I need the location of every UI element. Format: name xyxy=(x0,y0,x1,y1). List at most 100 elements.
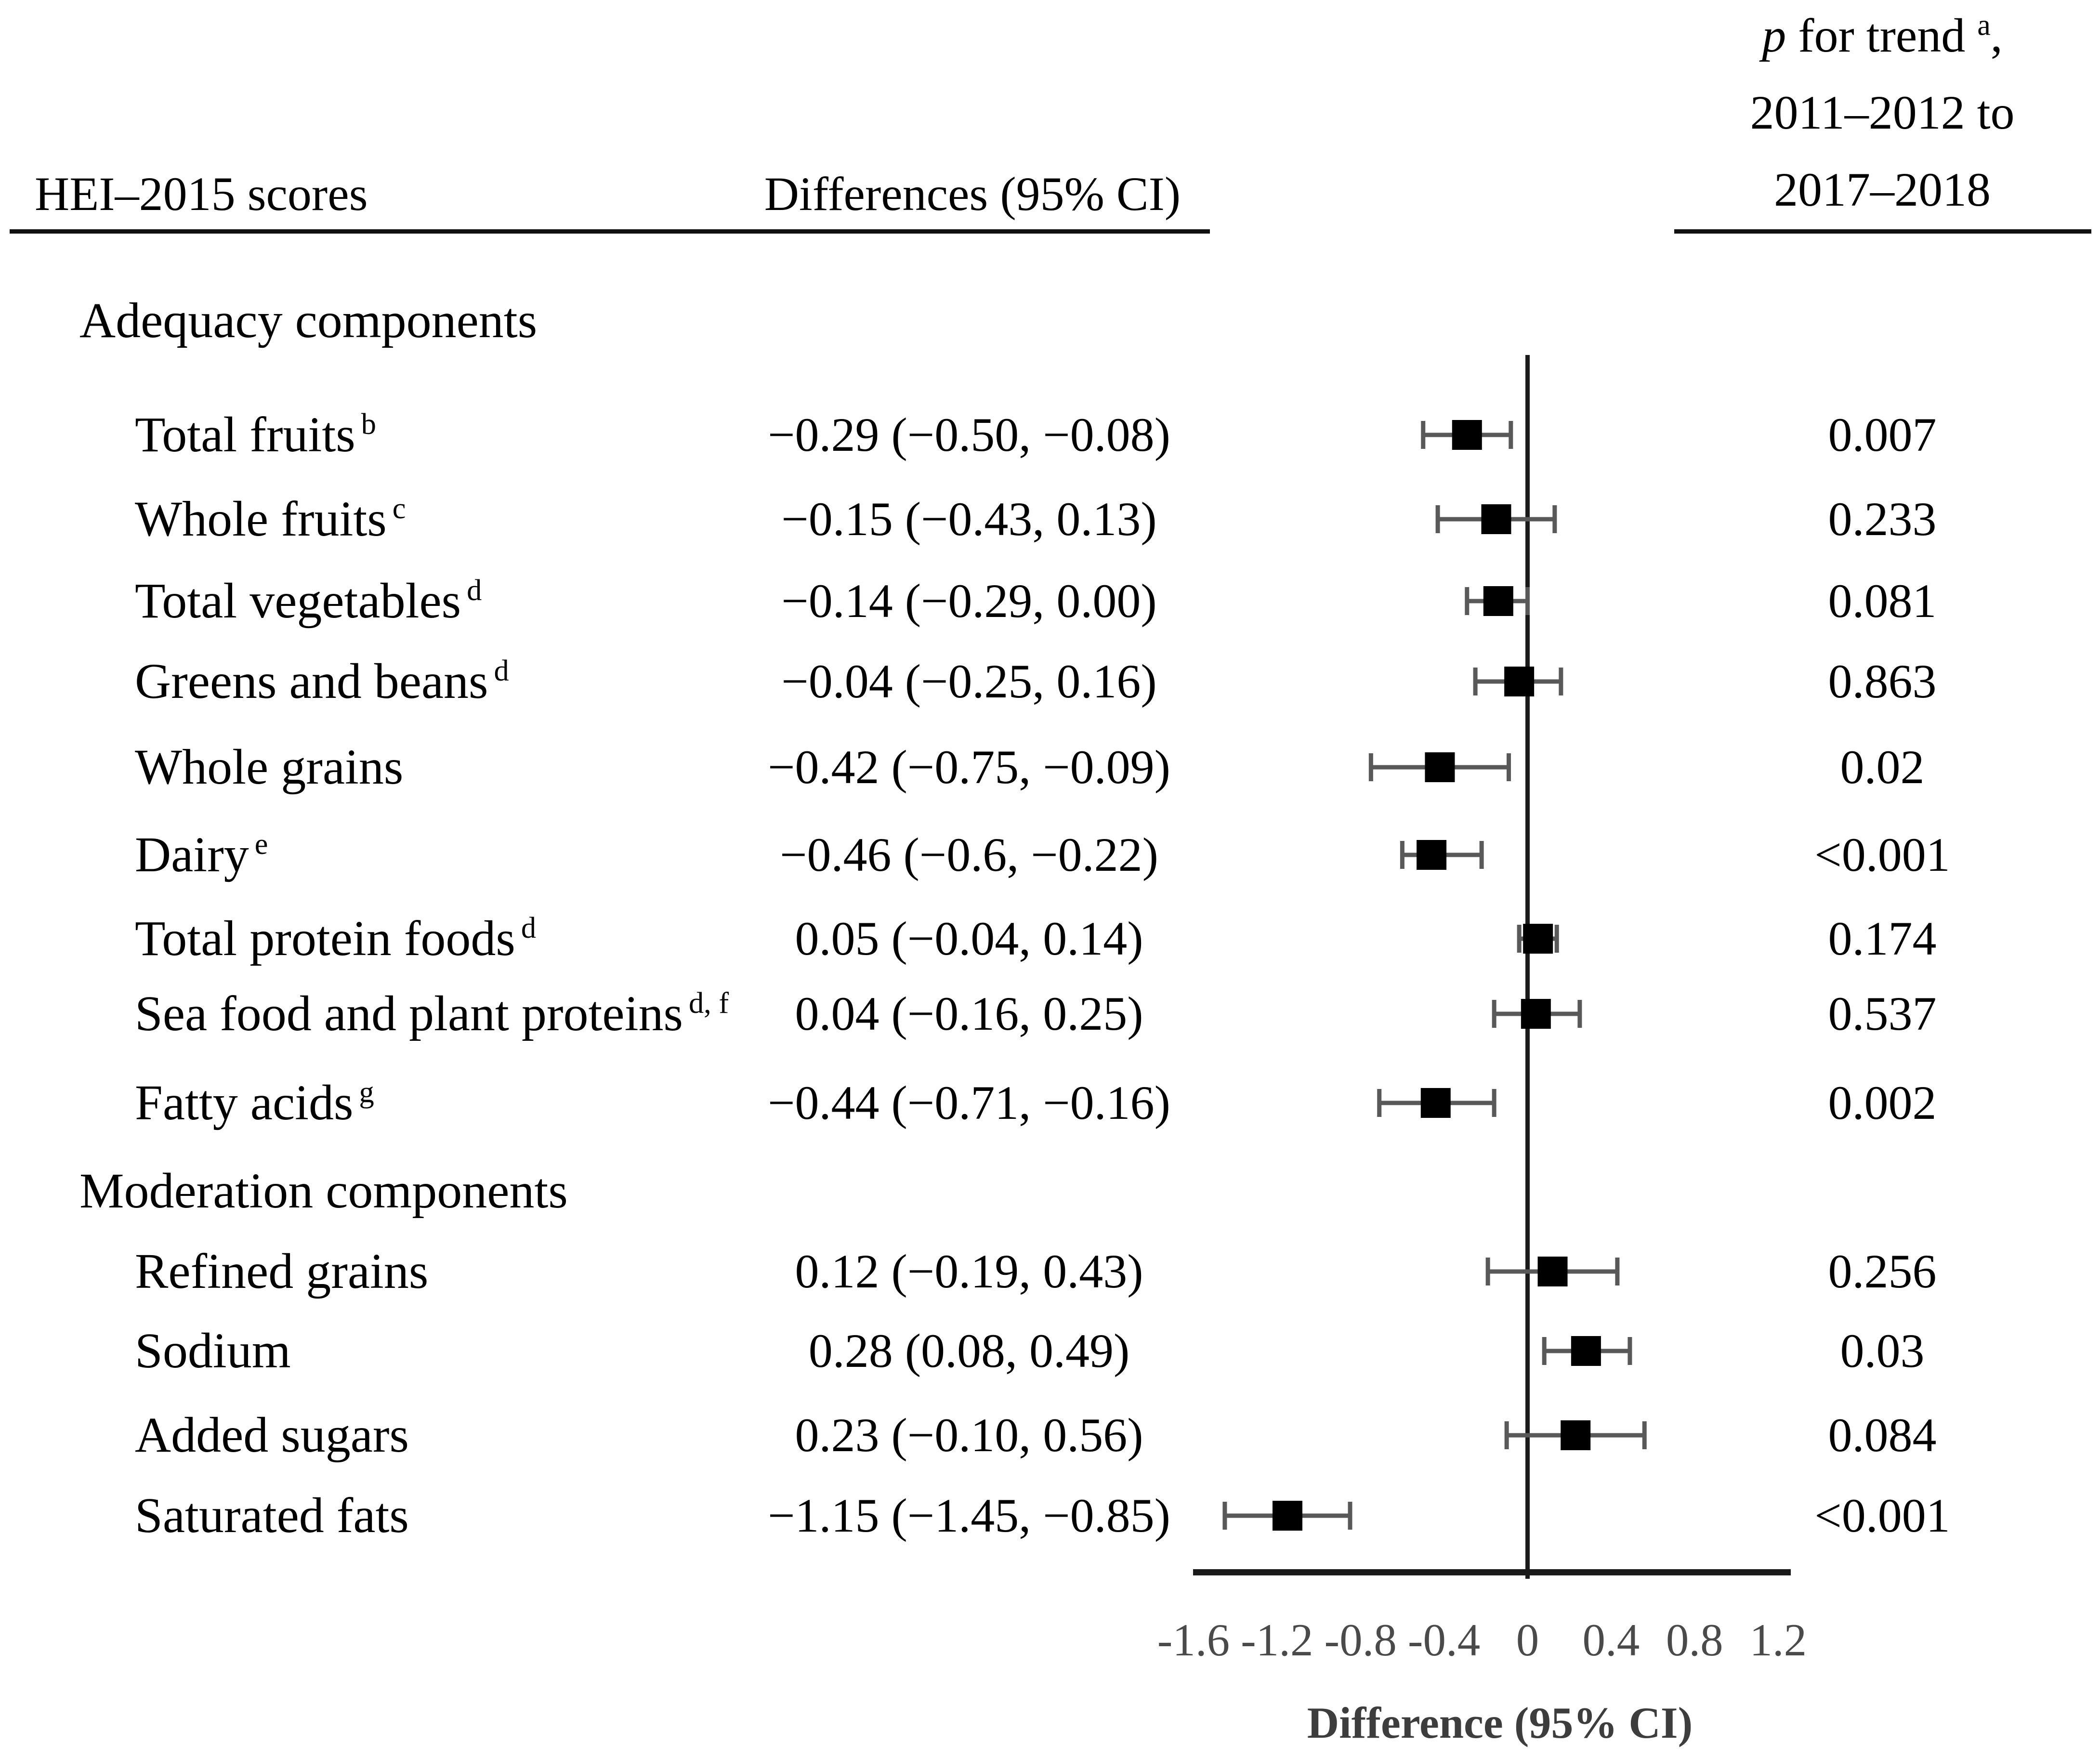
row-label: Total vegetables d xyxy=(135,571,482,631)
row-label: Dairy e xyxy=(135,825,268,885)
point-estimate-marker xyxy=(1425,752,1455,782)
header-underline-left xyxy=(10,229,1210,234)
ci-cap-right xyxy=(1479,841,1484,869)
x-tick-label: -1.2 xyxy=(1241,1614,1313,1665)
x-axis-line xyxy=(1193,1569,1791,1575)
row-label-text: Sodium xyxy=(135,1323,291,1378)
difference-ci-value: −0.04 (−0.25, 0.16) xyxy=(781,655,1157,708)
difference-ci-value: −0.29 (−0.50, −0.08) xyxy=(768,408,1170,461)
difference-ci-value: −1.15 (−1.45, −0.85) xyxy=(768,1489,1170,1542)
ci-cap-right xyxy=(1506,753,1511,781)
row-label: Whole grains xyxy=(135,737,403,797)
point-estimate-marker xyxy=(1420,1088,1451,1118)
row-label-text: Whole fruits xyxy=(135,491,387,547)
ci-cap-right xyxy=(1554,925,1559,953)
p-for-trend-value: 0.233 xyxy=(1828,492,1937,546)
row-label-superscript: d xyxy=(494,654,509,688)
ci-cap-right xyxy=(1559,668,1563,695)
row-label-text: Moderation components xyxy=(79,1163,568,1219)
row-label-text: Total vegetables xyxy=(135,573,461,629)
ci-cap-left xyxy=(1435,505,1440,533)
point-estimate-marker xyxy=(1452,420,1482,450)
p-for-trend-value: 0.084 xyxy=(1828,1408,1937,1462)
p-for-trend-value: 0.03 xyxy=(1840,1324,1925,1377)
ci-cap-left xyxy=(1421,421,1426,449)
row-label-text: Fatty acids xyxy=(135,1075,354,1130)
p-for-trend-value: <0.001 xyxy=(1814,1489,1950,1542)
ci-cap-left xyxy=(1542,1337,1547,1365)
row-label-text: Adequacy components xyxy=(79,293,538,348)
row-label: Greens and beans d xyxy=(135,652,509,711)
ci-cap-right xyxy=(1348,1502,1352,1530)
x-tick-label: 0.8 xyxy=(1666,1614,1723,1665)
row-label-text: Total protein foods xyxy=(135,911,515,966)
row-label-superscript: d xyxy=(467,574,482,607)
p-for-trend-value: 0.174 xyxy=(1828,912,1937,965)
ci-cap-right xyxy=(1615,1258,1620,1285)
section-label: Adequacy components xyxy=(79,291,537,351)
point-estimate-marker xyxy=(1571,1336,1601,1366)
point-estimate-marker xyxy=(1483,586,1513,616)
x-tick-label: 0 xyxy=(1516,1614,1539,1665)
row-label-superscript: e xyxy=(254,827,268,861)
point-estimate-marker xyxy=(1537,1257,1568,1286)
ci-cap-left xyxy=(1377,1089,1382,1117)
difference-ci-value: 0.05 (−0.04, 0.14) xyxy=(795,912,1143,965)
row-label-text: Sea food and plant proteins xyxy=(135,986,683,1041)
p-for-trend-value: 0.863 xyxy=(1828,655,1937,708)
p-for-trend-value: 0.081 xyxy=(1828,574,1937,628)
ci-cap-left xyxy=(1473,668,1478,695)
column-header-differences: Differences (95% CI) xyxy=(764,167,1181,221)
row-label-text: Refined grains xyxy=(135,1244,429,1299)
point-estimate-marker xyxy=(1417,840,1447,870)
row-label-text: Whole grains xyxy=(135,739,404,795)
column-header-scores: HEI–2015 scores xyxy=(35,167,368,221)
difference-ci-value: −0.15 (−0.43, 0.13) xyxy=(781,492,1157,546)
point-estimate-marker xyxy=(1481,504,1511,534)
ci-cap-right xyxy=(1642,1421,1647,1449)
difference-ci-value: −0.44 (−0.71, −0.16) xyxy=(768,1076,1170,1129)
row-label: Saturated fats xyxy=(135,1486,409,1546)
ci-cap-right xyxy=(1509,421,1513,449)
difference-ci-value: −0.46 (−0.6, −0.22) xyxy=(780,828,1158,881)
p-for-trend-line2: 2011–2012 to xyxy=(1750,86,2015,139)
p-for-trend-comma: , xyxy=(1990,9,2003,62)
x-tick-label: -0.8 xyxy=(1325,1614,1397,1665)
p-for-trend-text: for trend xyxy=(1786,9,1978,62)
x-tick-label: -0.4 xyxy=(1408,1614,1480,1665)
p-italic: p xyxy=(1762,9,1786,62)
p-for-trend-line1: p for trend a, xyxy=(1699,0,2065,74)
row-label-text: Total fruits xyxy=(135,407,355,462)
row-label-superscript: g xyxy=(359,1075,374,1109)
ci-cap-right xyxy=(1628,1337,1632,1365)
row-label: Sea food and plant proteins d, f xyxy=(135,984,729,1044)
ci-cap-left xyxy=(1465,587,1470,615)
ci-cap-left xyxy=(1517,925,1522,953)
ci-cap-left xyxy=(1504,1421,1509,1449)
row-label: Sodium xyxy=(135,1321,291,1381)
row-label-text: Saturated fats xyxy=(135,1488,409,1543)
p-for-trend-line3: 2017–2018 xyxy=(1774,163,1991,216)
ci-cap-left xyxy=(1492,1000,1496,1028)
ci-cap-right xyxy=(1492,1089,1496,1117)
ci-cap-right xyxy=(1525,587,1530,615)
header-underline-right xyxy=(1674,229,2091,234)
ci-cap-left xyxy=(1485,1258,1490,1285)
zero-reference-line xyxy=(1525,355,1530,1579)
x-tick-label: 0.4 xyxy=(1583,1614,1640,1665)
difference-ci-value: 0.12 (−0.19, 0.43) xyxy=(795,1245,1143,1298)
p-for-trend-value: 0.537 xyxy=(1828,987,1937,1040)
row-label-superscript: d xyxy=(521,911,537,945)
row-label-superscript: b xyxy=(361,407,376,441)
section-label: Moderation components xyxy=(79,1161,568,1221)
row-label-text: Greens and beans xyxy=(135,654,488,709)
ci-cap-right xyxy=(1577,1000,1582,1028)
p-for-trend-value: 0.007 xyxy=(1828,408,1937,461)
point-estimate-marker xyxy=(1504,667,1535,696)
row-label: Total fruits b xyxy=(135,405,376,465)
p-for-trend-value: 0.02 xyxy=(1840,740,1925,794)
row-label: Refined grains xyxy=(135,1242,428,1301)
point-estimate-marker xyxy=(1272,1501,1302,1531)
